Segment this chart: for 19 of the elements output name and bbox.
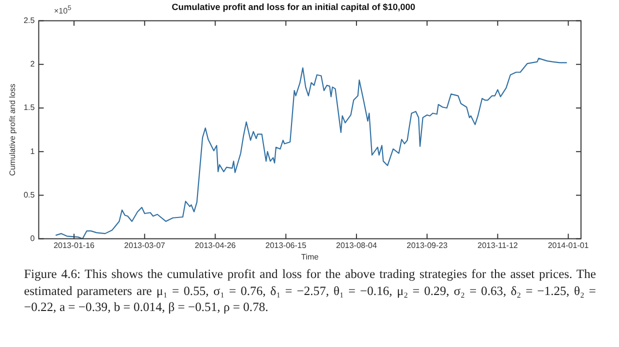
y-tick-label: 1.5 (24, 103, 36, 112)
y-tick-label: 0 (30, 234, 36, 244)
chart-title: Cumulative profit and loss for an initial capital of $10,000 (172, 2, 416, 12)
x-tick-label: 2013-04-26 (194, 240, 236, 250)
y-tick-label: 0.5 (24, 190, 36, 200)
caption: Figure 4.6: This shows the cumulative profit and loss for the above trading strategies for the asset prices. The estimated parameters are μ₁ = 0.55, σ₁ = 0.76, δ₁ = −2.57, θ₁ = −0.16, μ₂ = 0.29, σ₂ = 0.63, δ₂ = −1.25, θ₂ = −0.22, a = −0.39, b = 0.014, β = −0.51, ρ = 0.78. (24, 266, 596, 316)
text: ×10$^{5}$ (54, 5, 72, 16)
x-tick-label: 2013-06-15 (265, 240, 307, 250)
y-tick-label: 2.5 (24, 16, 36, 26)
x-axis-title: Time (301, 252, 320, 262)
y-axis-title: Cumulative profit and loss (8, 84, 18, 176)
x-tick-label: 2013-01-16 (54, 240, 96, 250)
x-tick-label: 2014-01-01 (548, 240, 590, 250)
x-tick-label: 2013-09-23 (406, 240, 448, 250)
y-tick-label: 1 (30, 146, 36, 156)
x-tick-label: 2013-03-07 (124, 240, 166, 250)
x-tick-label: 2013-11-12 (478, 240, 518, 250)
x-tick-label: 2013-08-04 (336, 240, 378, 250)
y-tick-label: 2 (30, 60, 36, 69)
